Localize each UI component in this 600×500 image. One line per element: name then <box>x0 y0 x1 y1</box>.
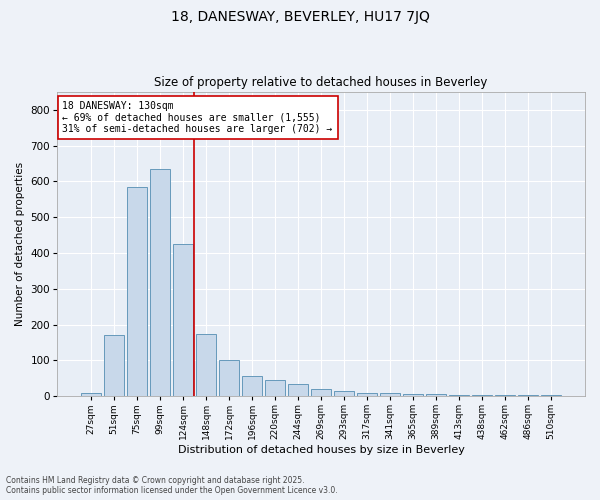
Bar <box>288 384 308 396</box>
Bar <box>403 394 423 396</box>
Bar <box>311 389 331 396</box>
Bar <box>219 360 239 396</box>
Text: Contains HM Land Registry data © Crown copyright and database right 2025.
Contai: Contains HM Land Registry data © Crown c… <box>6 476 338 495</box>
Bar <box>334 391 354 396</box>
Text: 18, DANESWAY, BEVERLEY, HU17 7JQ: 18, DANESWAY, BEVERLEY, HU17 7JQ <box>170 10 430 24</box>
Bar <box>104 336 124 396</box>
Bar <box>242 376 262 396</box>
Bar <box>196 334 216 396</box>
Bar <box>81 392 101 396</box>
Bar <box>427 394 446 396</box>
Bar <box>127 187 147 396</box>
Bar <box>380 392 400 396</box>
Bar <box>358 392 377 396</box>
Bar <box>150 169 170 396</box>
Bar <box>265 380 285 396</box>
Title: Size of property relative to detached houses in Beverley: Size of property relative to detached ho… <box>154 76 488 90</box>
Y-axis label: Number of detached properties: Number of detached properties <box>15 162 25 326</box>
X-axis label: Distribution of detached houses by size in Beverley: Distribution of detached houses by size … <box>178 445 464 455</box>
Text: 18 DANESWAY: 130sqm
← 69% of detached houses are smaller (1,555)
31% of semi-det: 18 DANESWAY: 130sqm ← 69% of detached ho… <box>62 101 332 134</box>
Bar <box>173 244 193 396</box>
